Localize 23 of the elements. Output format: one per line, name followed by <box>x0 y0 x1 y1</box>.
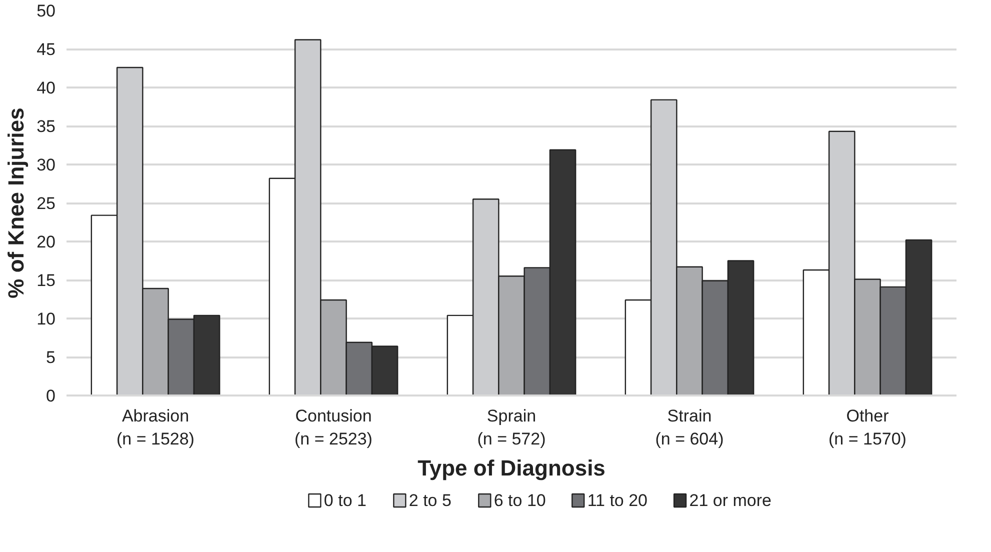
y-tick-label: 40 <box>36 78 56 98</box>
y-axis-title: % of Knee Injuries <box>4 108 29 298</box>
legend-label: 6 to 10 <box>494 491 546 510</box>
y-tick-label: 30 <box>36 156 56 174</box>
legend-label: 21 or more <box>689 491 772 510</box>
x-axis-title: Type of Diagnosis <box>418 455 606 480</box>
legend-label: 2 to 5 <box>408 491 452 510</box>
y-tick-label: 20 <box>36 232 56 252</box>
y-tick-label: 10 <box>36 310 56 328</box>
y-tick-label: 0 <box>46 386 56 406</box>
x-tick-label: Strain (n = 604) <box>655 406 724 448</box>
y-tick-label: 25 <box>36 194 56 213</box>
x-tick-label: Sprain (n = 572) <box>477 406 546 448</box>
legend-label: 0 to 1 <box>324 491 366 510</box>
y-tick-label: 50 <box>36 2 56 20</box>
y-tick-label: 5 <box>46 348 56 367</box>
y-tick-label: 15 <box>36 271 56 290</box>
y-tick-label: 35 <box>36 117 56 136</box>
legend-label: 11 to 20 <box>587 491 648 510</box>
x-tick-label: Other (n = 1570) <box>828 406 906 448</box>
x-tick-label: Abrasion (n = 1528) <box>116 406 194 448</box>
y-tick-label: 45 <box>36 40 56 59</box>
x-tick-label: Contusion (n = 2523) <box>294 406 372 448</box>
